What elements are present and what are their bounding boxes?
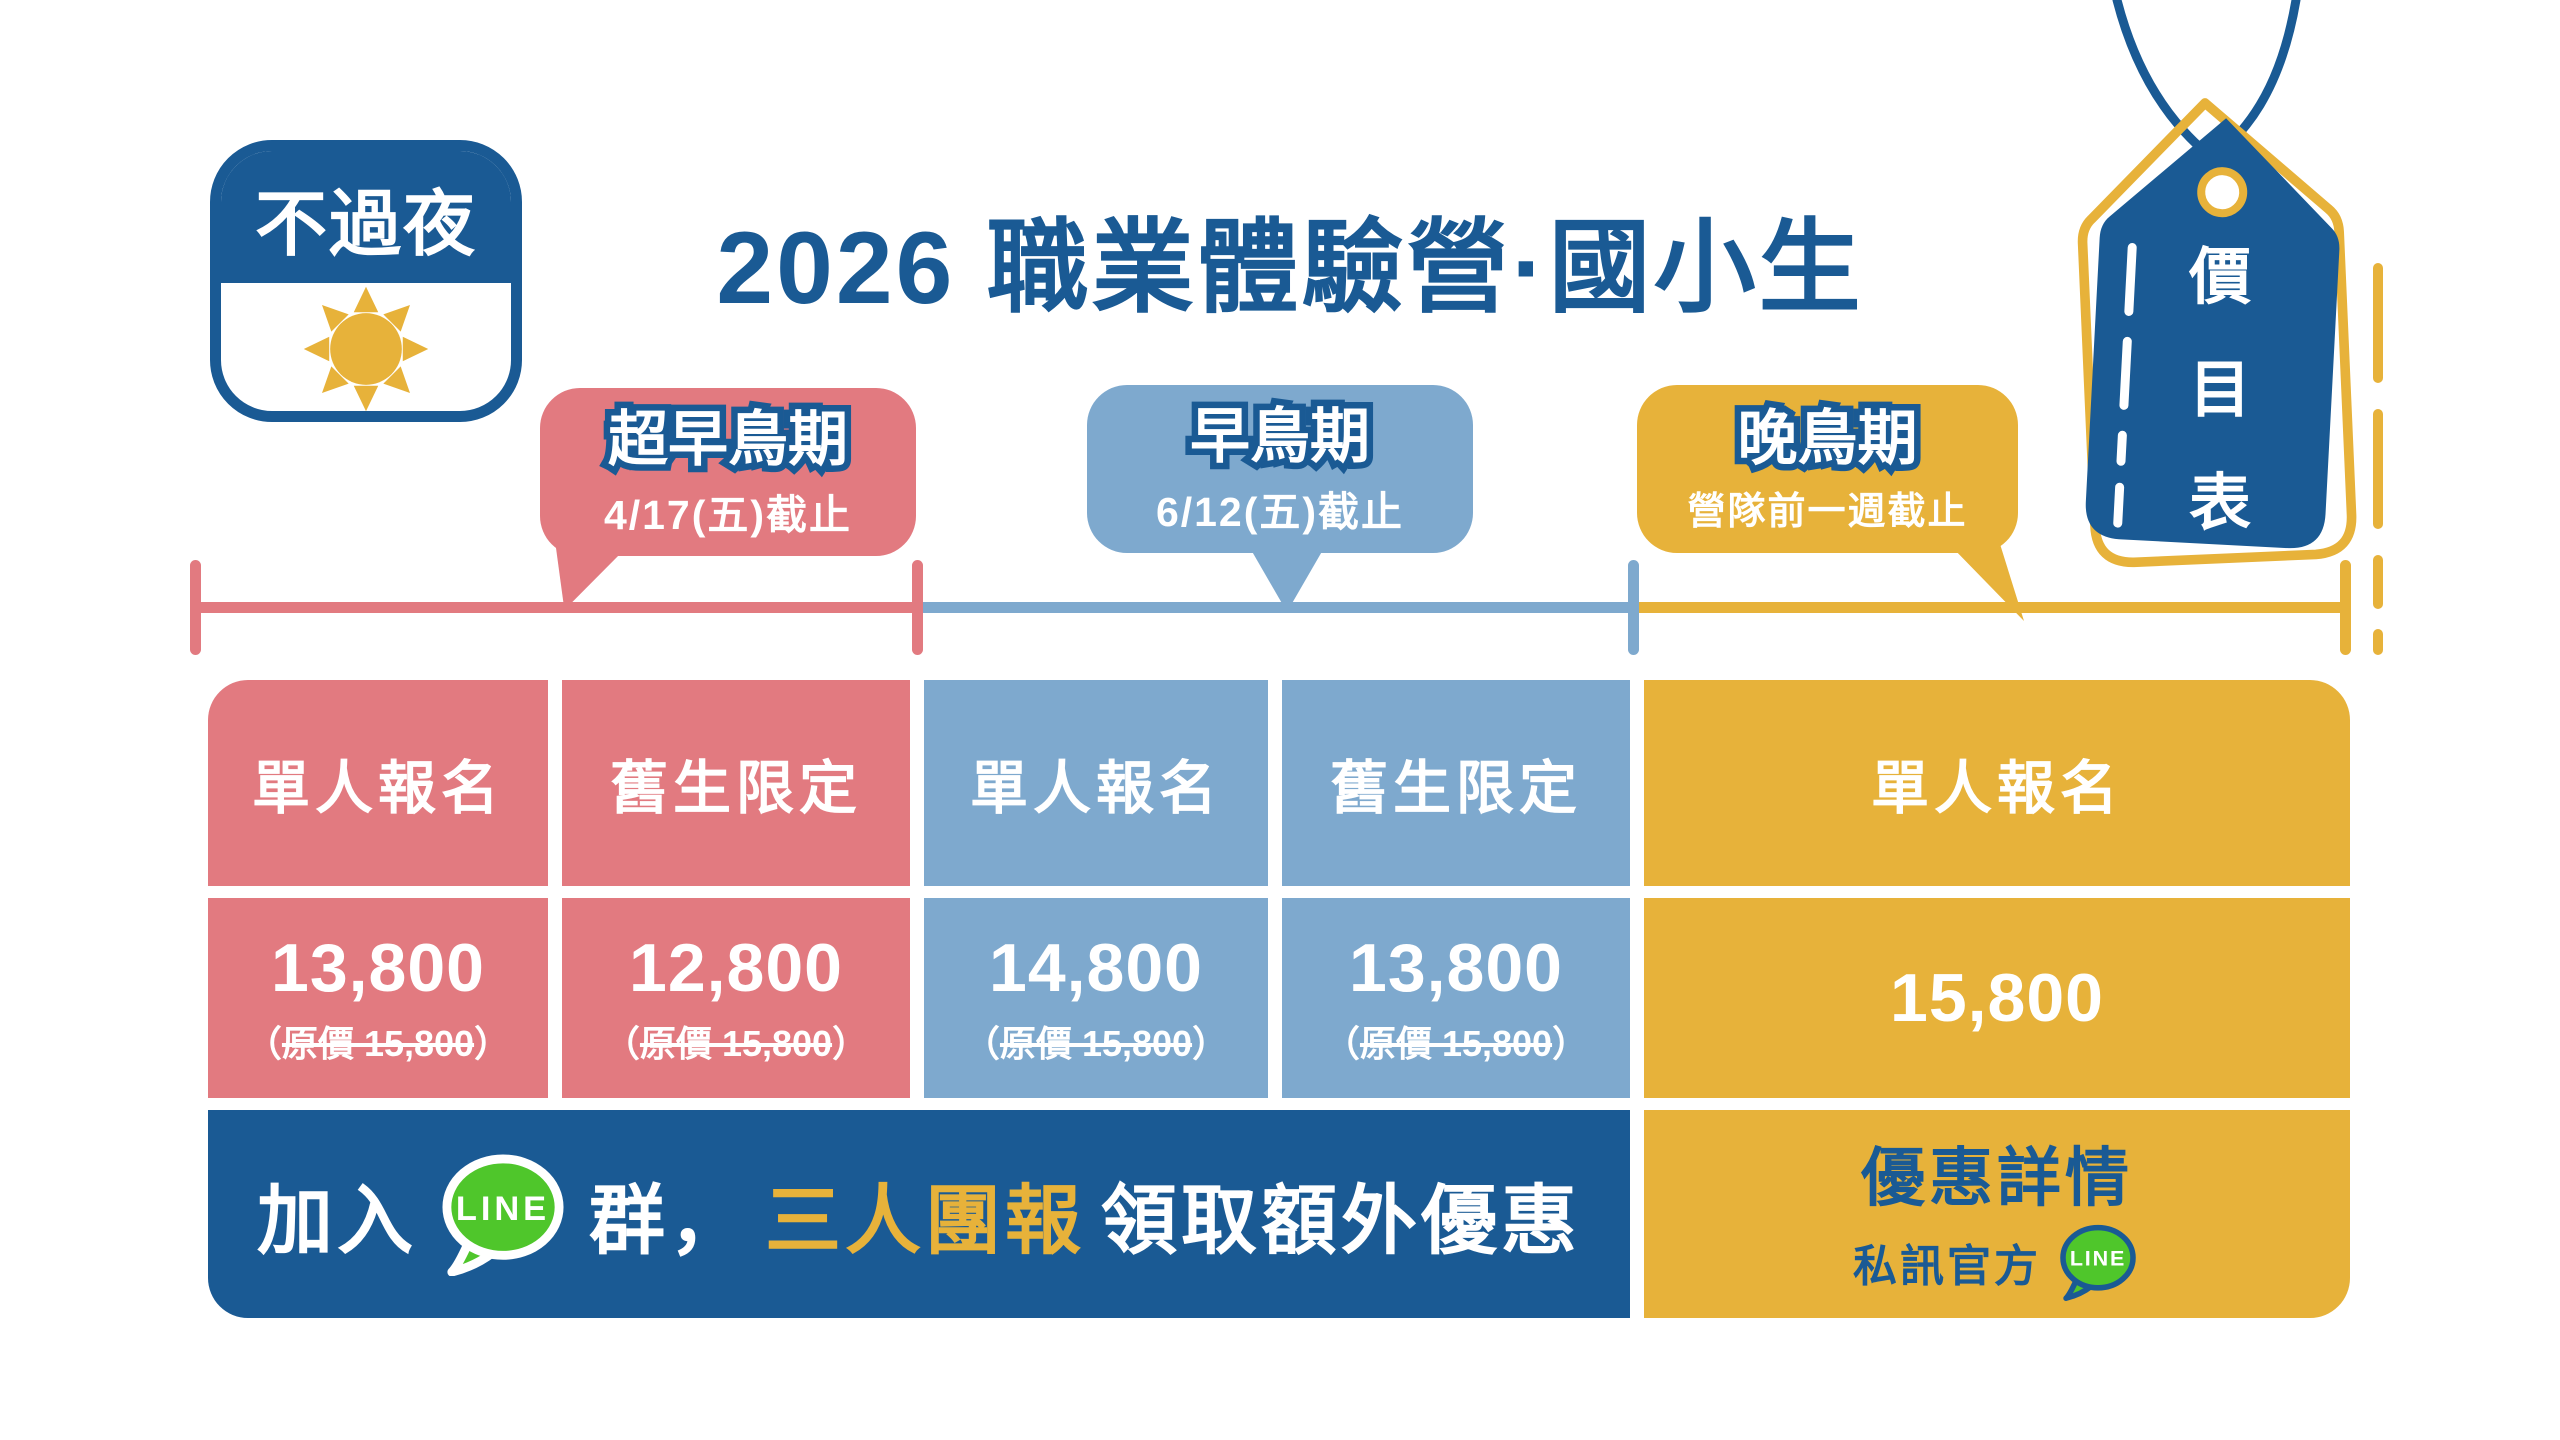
period-bubble-super-early-bird: 超早鳥期 超早鳥期 4/17(五)截止 (540, 388, 916, 556)
original-price: （原價 15,800） (246, 1015, 510, 1067)
period-name-text: 超早鳥期 (608, 405, 848, 473)
paren: （ (963, 1023, 1000, 1064)
timeline-tick (190, 560, 201, 655)
promo-subtitle-text: 私訊官方 (1853, 1242, 2041, 1291)
period-bubble-early-bird: 早鳥期 早鳥期 6/12(五)截止 (1087, 385, 1473, 553)
price-cell: 15,800 (1644, 898, 2350, 1098)
timeline-tick (2340, 560, 2351, 655)
period-name-text: 早鳥期 (1190, 402, 1370, 470)
timeline-segment-early (918, 602, 1634, 613)
badge-header: 不過夜 (221, 151, 511, 283)
bubble-tail-icon (556, 548, 626, 610)
badge-label: 不過夜 (254, 184, 477, 265)
banner-text: 加入 (257, 1179, 417, 1264)
original-price-struck: 原價 15,800 (281, 1023, 475, 1064)
paren: ） (474, 1023, 511, 1064)
tag-hole-icon (2197, 167, 2248, 218)
timeline-tick (912, 560, 923, 655)
period-name-text: 晚鳥期 (1737, 405, 1918, 472)
pricing-table: 單人報名 舊生限定 單人報名 舊生限定 單人報名 13,800 （原價 15,8… (208, 680, 2350, 1318)
header-cell: 單人報名 (924, 680, 1268, 886)
day-camp-badge: 不過夜 (210, 140, 522, 422)
header-cell: 單人報名 (208, 680, 548, 886)
price-tag-char: 表 (2188, 469, 2251, 538)
period-name-outline: 早鳥期 (1184, 396, 1377, 476)
original-price-struck: 原價 15,800 (1359, 1023, 1553, 1064)
promo-cell: 優惠詳情 私訊官方 LINE (1644, 1110, 2350, 1318)
period-name-outline: 超早鳥期 (602, 399, 855, 479)
period-name: 早鳥期 早鳥期 (1087, 396, 1473, 476)
timeline-segment-super-early (196, 602, 918, 613)
line-icon-label: LINE (456, 1190, 550, 1228)
paren: （ (603, 1023, 640, 1064)
header-cell: 舊生限定 (562, 680, 910, 886)
price-cell: 14,800 （原價 15,800） (924, 898, 1268, 1098)
price-tag-graphic (2077, 0, 2383, 655)
price-tag-label: 價 目 表 (2155, 226, 2285, 542)
paren: ） (1552, 1023, 1589, 1064)
tag-outline-icon (2077, 98, 2357, 568)
banner-text: 領取額外優惠 (1101, 1179, 1581, 1264)
paren: （ (245, 1023, 282, 1064)
line-icon-label: LINE (2070, 1247, 2126, 1271)
period-name-outline: 晚鳥期 (1731, 399, 1924, 479)
line-group-banner: 加入 LINE 群， 三人團報 領取額外優惠 (208, 1110, 1630, 1318)
promo-subtitle: 私訊官方 LINE (1853, 1223, 2141, 1301)
line-icon: LINE (2060, 1224, 2136, 1301)
period-bubble-late-bird: 晚鳥期 晚鳥期 營隊前一週截止 (1637, 385, 2018, 553)
original-price: （原價 15,800） (964, 1015, 1228, 1067)
price-cell: 13,800 （原價 15,800） (1282, 898, 1630, 1098)
price-tag-char: 目 (2188, 356, 2251, 425)
price-cell: 13,800 （原價 15,800） (208, 898, 548, 1098)
period-name: 超早鳥期 超早鳥期 (540, 399, 916, 479)
period-name: 晚鳥期 晚鳥期 (1637, 399, 2018, 479)
price-value: 15,800 (1890, 960, 2104, 1036)
header-cell: 舊生限定 (1282, 680, 1630, 886)
period-deadline: 4/17(五)截止 (603, 491, 853, 538)
page-title: 2026 職業體驗營·國小生 (716, 211, 1864, 325)
timeline-tick (1628, 560, 1639, 655)
original-price: （原價 15,800） (604, 1015, 868, 1067)
price-value: 14,800 (989, 930, 1203, 1006)
period-deadline: 6/12(五)截止 (1155, 488, 1405, 535)
paren: ） (832, 1023, 869, 1064)
paren: （ (1323, 1023, 1360, 1064)
price-tag (2020, 0, 2560, 720)
price-cell: 12,800 （原價 15,800） (562, 898, 910, 1098)
original-price: （原價 15,800） (1324, 1015, 1588, 1067)
sun-icon (303, 286, 429, 411)
tag-body-icon (2085, 118, 2340, 549)
price-value: 13,800 (1349, 930, 1563, 1006)
original-price-struck: 原價 15,800 (639, 1023, 833, 1064)
price-tag-char: 價 (2188, 243, 2251, 312)
price-value: 13,800 (271, 930, 485, 1006)
banner-text: 群， (589, 1179, 749, 1264)
paren: ） (1192, 1023, 1229, 1064)
header-cell: 單人報名 (1644, 680, 2350, 886)
original-price-struck: 原價 15,800 (999, 1023, 1193, 1064)
period-deadline: 營隊前一週截止 (1687, 491, 1968, 533)
banner-highlight: 三人團報 (765, 1179, 1085, 1264)
timeline-segment-late (1634, 602, 2346, 613)
badge-body (221, 283, 511, 411)
price-value: 12,800 (629, 930, 843, 1006)
promo-title: 優惠詳情 (1861, 1142, 2133, 1214)
line-icon: LINE (442, 1154, 564, 1276)
tag-dashed-line-icon (2113, 243, 2137, 528)
